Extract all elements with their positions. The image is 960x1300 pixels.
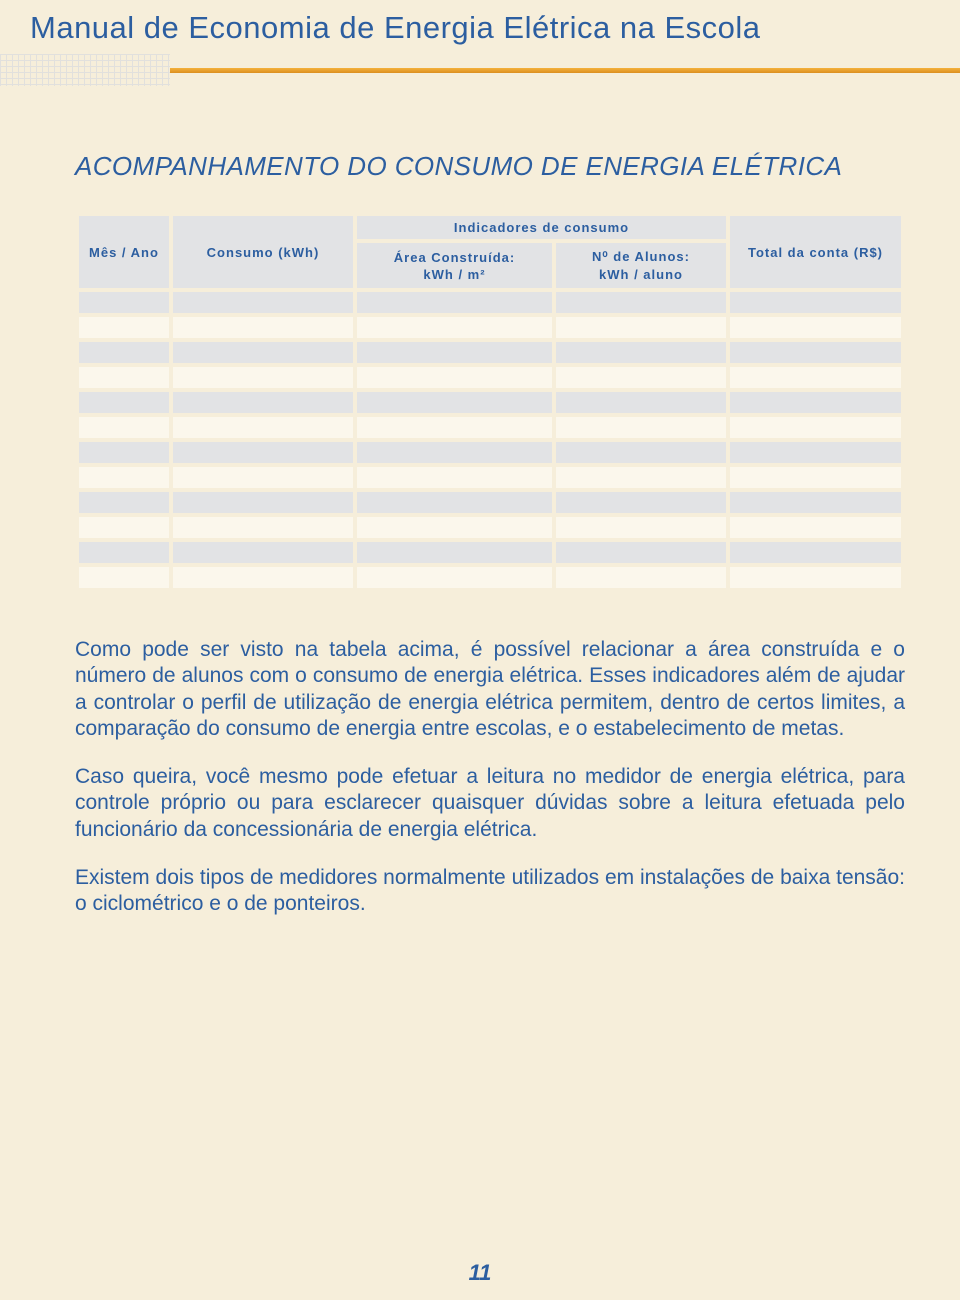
table-cell bbox=[79, 342, 169, 363]
section-title: ACOMPANHAMENTO DO CONSUMO DE ENERGIA ELÉ… bbox=[75, 151, 960, 182]
table-cell bbox=[173, 367, 353, 388]
table-cell bbox=[556, 417, 726, 438]
th-indicadores: Indicadores de consumo bbox=[357, 216, 726, 239]
table-cell bbox=[173, 567, 353, 588]
table-cell bbox=[556, 442, 726, 463]
table-cell bbox=[357, 467, 552, 488]
table-row bbox=[79, 467, 901, 488]
table-cell bbox=[730, 417, 901, 438]
table-row bbox=[79, 542, 901, 563]
table-cell bbox=[556, 467, 726, 488]
table-row bbox=[79, 292, 901, 313]
table-cell bbox=[730, 317, 901, 338]
th-alunos: N⁰ de Alunos: kWh / aluno bbox=[556, 243, 726, 288]
table-cell bbox=[173, 392, 353, 413]
table-cell bbox=[730, 342, 901, 363]
table-cell bbox=[173, 542, 353, 563]
table-cell bbox=[357, 342, 552, 363]
table-cell bbox=[730, 542, 901, 563]
table-cell bbox=[556, 492, 726, 513]
table-cell bbox=[357, 442, 552, 463]
table-cell bbox=[556, 542, 726, 563]
table-cell bbox=[79, 542, 169, 563]
table-cell bbox=[556, 392, 726, 413]
table-cell bbox=[79, 442, 169, 463]
table-cell bbox=[173, 492, 353, 513]
table-row bbox=[79, 492, 901, 513]
table-cell bbox=[357, 317, 552, 338]
table-cell bbox=[79, 417, 169, 438]
table-cell bbox=[730, 517, 901, 538]
table-cell bbox=[79, 367, 169, 388]
paragraph-1: Como pode ser visto na tabela acima, é p… bbox=[75, 637, 905, 742]
table-cell bbox=[79, 492, 169, 513]
table-cell bbox=[79, 392, 169, 413]
table-cell bbox=[173, 317, 353, 338]
paragraph-2: Caso queira, você mesmo pode efetuar a l… bbox=[75, 764, 905, 843]
table-row bbox=[79, 417, 901, 438]
table-cell bbox=[173, 342, 353, 363]
table-cell bbox=[556, 317, 726, 338]
table-cell bbox=[357, 492, 552, 513]
table-cell bbox=[556, 517, 726, 538]
table-cell bbox=[556, 292, 726, 313]
th-consumo: Consumo (kWh) bbox=[173, 216, 353, 288]
table-row bbox=[79, 392, 901, 413]
table-cell bbox=[79, 517, 169, 538]
table-cell bbox=[556, 567, 726, 588]
table-cell bbox=[79, 567, 169, 588]
table-cell bbox=[556, 342, 726, 363]
header-grid-pattern bbox=[0, 54, 170, 86]
consumption-table: Mês / Ano Consumo (kWh) Indicadores de c… bbox=[75, 212, 905, 592]
table-cell bbox=[357, 542, 552, 563]
th-total: Total da conta (R$) bbox=[730, 216, 901, 288]
table-row bbox=[79, 517, 901, 538]
page-number: 11 bbox=[0, 1260, 960, 1286]
table-cell bbox=[173, 467, 353, 488]
header-rule bbox=[0, 54, 960, 86]
table-cell bbox=[79, 467, 169, 488]
table-cell bbox=[556, 367, 726, 388]
th-alunos-l1: N⁰ de Alunos: bbox=[592, 249, 690, 264]
table-cell bbox=[173, 517, 353, 538]
table-cell bbox=[357, 367, 552, 388]
page-title: Manual de Economia de Energia Elétrica n… bbox=[30, 10, 960, 46]
page-header: Manual de Economia de Energia Elétrica n… bbox=[0, 0, 960, 54]
th-area-l2: kWh / m² bbox=[363, 267, 546, 282]
consumption-table-wrap: Mês / Ano Consumo (kWh) Indicadores de c… bbox=[75, 212, 905, 592]
table-cell bbox=[730, 367, 901, 388]
header-orange-bar bbox=[170, 68, 960, 73]
table-cell bbox=[730, 567, 901, 588]
table-cell bbox=[79, 317, 169, 338]
table-cell bbox=[357, 417, 552, 438]
table-row bbox=[79, 567, 901, 588]
table-cell bbox=[173, 292, 353, 313]
th-area-l1: Área Construída: bbox=[394, 250, 515, 265]
table-cell bbox=[730, 442, 901, 463]
th-mes-ano: Mês / Ano bbox=[79, 216, 169, 288]
th-area: Área Construída: kWh / m² bbox=[357, 243, 552, 288]
table-row bbox=[79, 442, 901, 463]
table-cell bbox=[173, 417, 353, 438]
table-cell bbox=[730, 492, 901, 513]
table-cell bbox=[730, 392, 901, 413]
table-cell bbox=[357, 517, 552, 538]
table-cell bbox=[173, 442, 353, 463]
consumption-table-body bbox=[79, 292, 901, 588]
table-cell bbox=[357, 567, 552, 588]
table-cell bbox=[730, 292, 901, 313]
th-alunos-l2: kWh / aluno bbox=[562, 267, 720, 282]
table-row bbox=[79, 317, 901, 338]
body-text: Como pode ser visto na tabela acima, é p… bbox=[75, 637, 905, 917]
table-cell bbox=[730, 467, 901, 488]
table-row bbox=[79, 367, 901, 388]
table-cell bbox=[357, 292, 552, 313]
table-row bbox=[79, 342, 901, 363]
table-cell bbox=[357, 392, 552, 413]
paragraph-3: Existem dois tipos de medidores normalme… bbox=[75, 865, 905, 918]
table-cell bbox=[79, 292, 169, 313]
